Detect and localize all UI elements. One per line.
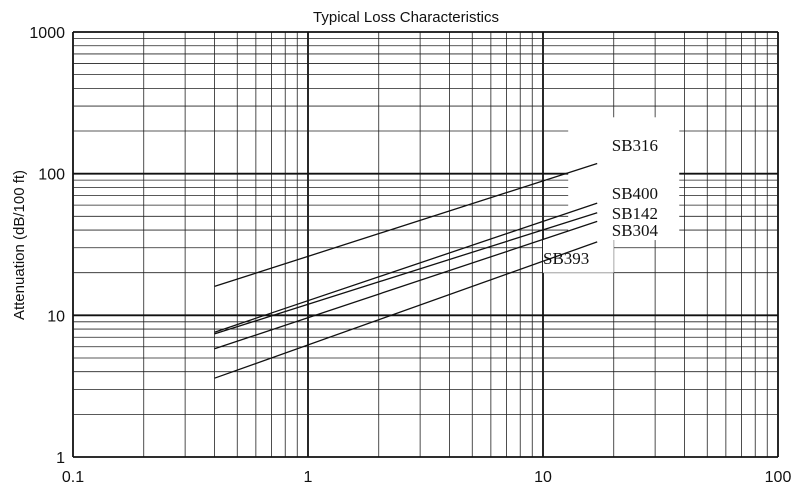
y-tick-label: 1000 [29,25,65,42]
series-label-sb304: SB304 [612,221,659,240]
x-tick-labels: 0.1 1 10 100 [62,469,792,486]
y-tick-label: 10 [47,308,65,325]
series-line-sb400 [214,202,598,333]
series-line-sb316 [214,162,598,288]
x-tick-label: 10 [534,469,552,486]
y-tick-label: 100 [38,167,65,184]
y-tick-labels: 1 10 100 1000 [29,25,65,467]
series-line-sb142 [214,212,598,335]
y-tick-label: 1 [56,450,65,467]
x-tick-label: 1 [304,469,313,486]
x-tick-label: 0.1 [62,469,84,486]
x-tick-label: 100 [765,469,792,486]
y-axis-label: Attenuation (dB/100 ft) [11,170,28,320]
series-line-sb393 [214,241,598,379]
series-lines [214,162,598,379]
series-label-sb393: SB393 [543,249,589,268]
label-panel [568,117,680,241]
series-label-sb400: SB400 [612,184,658,203]
series-label-sb316: SB316 [612,136,658,155]
series-label-sb142: SB142 [612,204,658,223]
series-line-sb304 [214,220,598,350]
chart-title: Typical Loss Characteristics [313,9,499,26]
grid [72,31,779,458]
